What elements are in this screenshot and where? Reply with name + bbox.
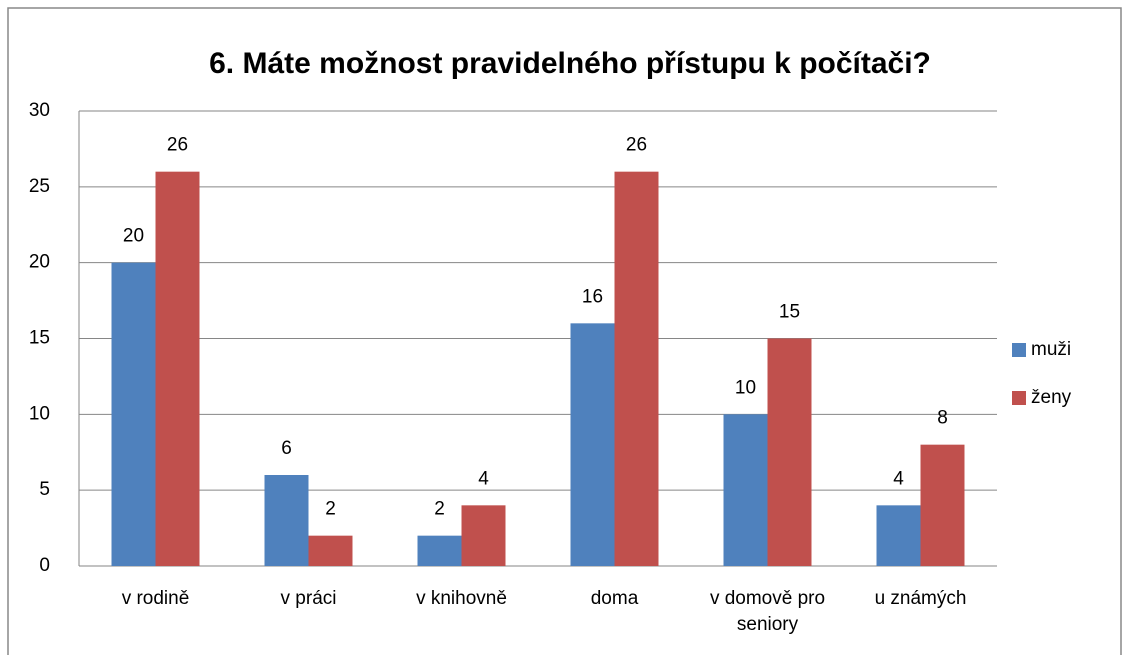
bar <box>570 323 615 566</box>
y-tick-label: 10 <box>29 403 50 424</box>
data-label: 2 <box>325 499 336 520</box>
bar <box>876 505 921 566</box>
data-label: 4 <box>478 468 489 489</box>
data-label: 4 <box>893 468 904 489</box>
data-label: 6 <box>281 438 292 459</box>
legend-label: ženy <box>1031 387 1072 408</box>
data-label: 26 <box>626 135 647 156</box>
bar <box>264 475 309 566</box>
bar <box>920 444 965 566</box>
y-tick-label: 20 <box>29 252 50 273</box>
chart-title: 6. Máte možnost pravidelného přístupu k … <box>209 47 931 80</box>
data-label: 10 <box>735 377 756 398</box>
chart-border <box>7 7 1122 655</box>
x-tick-label: v rodině <box>121 588 190 609</box>
x-tick-label: v práci <box>280 588 337 609</box>
legend-label: muži <box>1031 339 1071 360</box>
y-tick-label: 30 <box>29 100 50 121</box>
data-label: 16 <box>582 286 603 307</box>
bar <box>417 535 462 566</box>
legend-swatch <box>1012 343 1026 357</box>
bar <box>614 171 659 566</box>
bar <box>111 262 156 566</box>
bar <box>461 505 506 566</box>
y-tick-label: 25 <box>29 176 50 197</box>
x-tick-label: v domově pro seniory <box>709 588 826 635</box>
bar <box>308 535 353 566</box>
x-tick-label: u známých <box>874 588 967 609</box>
bar <box>155 171 200 566</box>
data-label: 15 <box>779 302 800 323</box>
legend-swatch <box>1012 391 1026 405</box>
x-tick-label: doma <box>590 588 639 609</box>
bar <box>767 338 812 566</box>
x-tick-label: v knihovně <box>416 588 507 609</box>
y-tick-label: 5 <box>39 479 50 500</box>
y-tick-label: 15 <box>29 328 50 349</box>
data-label: 26 <box>167 135 188 156</box>
data-label: 8 <box>937 408 948 429</box>
y-tick-label: 0 <box>39 555 50 576</box>
bar <box>723 414 768 566</box>
data-label: 20 <box>123 226 144 247</box>
data-label: 2 <box>434 499 445 520</box>
